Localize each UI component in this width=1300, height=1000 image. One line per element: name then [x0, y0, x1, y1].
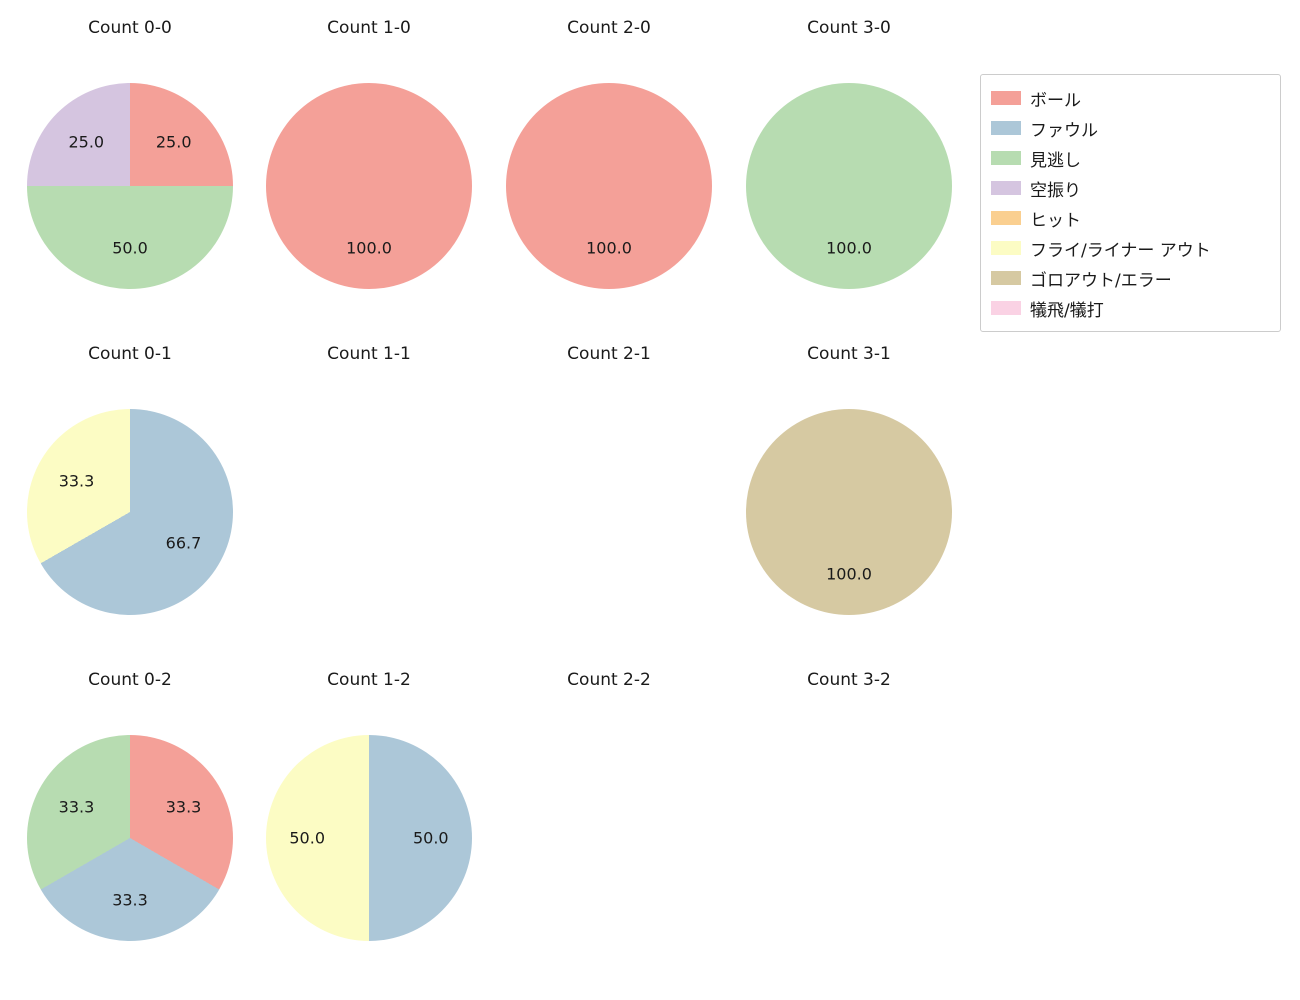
legend-item-groundout-error: ゴロアウト/エラー — [991, 263, 1270, 293]
legend-label-ball: ボール — [1030, 90, 1081, 111]
chart-title-count-3-1: Count 3-1 — [807, 344, 891, 364]
legend-label-called-strike: 見逃し — [1030, 150, 1081, 171]
pie-slice-percent-label: 50.0 — [412, 828, 449, 848]
chart-title-count-1-1: Count 1-1 — [327, 344, 411, 364]
chart-title-count-2-0: Count 2-0 — [567, 18, 651, 38]
legend-item-sacrifice: 犠飛/犠打 — [991, 293, 1270, 323]
pie-slice-percent-label: 66.7 — [165, 533, 202, 553]
chart-cell-count-0-2: Count 0-2 33.3 33.3 33.3 — [10, 668, 250, 941]
legend-item-ball: ボール — [991, 83, 1270, 113]
legend-item-swinging-strike: 空振り — [991, 173, 1270, 203]
pie-chart-count-0-1: 66.7 33.3 — [27, 409, 233, 615]
legend-label-fly-liner-out: フライ/ライナー アウト — [1030, 240, 1211, 261]
legend-swatch-foul — [991, 121, 1021, 135]
pie-chart-count-0-2: 33.3 33.3 33.3 — [27, 735, 233, 941]
chart-title-count-0-1: Count 0-1 — [88, 344, 172, 364]
pie-slice-percent-label: 100.0 — [826, 238, 872, 258]
legend-label-sacrifice: 犠飛/犠打 — [1030, 300, 1104, 321]
legend-item-called-strike: 見逃し — [991, 143, 1270, 173]
pie-chart-count-1-2: 50.0 50.0 — [266, 735, 472, 941]
chart-title-count-1-0: Count 1-0 — [327, 18, 411, 38]
legend-swatch-ball — [991, 91, 1021, 105]
chart-cell-count-0-0: Count 0-0 25.0 50.0 25.0 — [10, 16, 250, 289]
legend-label-hit: ヒット — [1030, 210, 1081, 231]
pie-slice-percent-label: 33.3 — [58, 797, 95, 817]
chart-cell-count-3-2: Count 3-2 — [729, 668, 969, 692]
chart-title-count-0-2: Count 0-2 — [88, 670, 172, 690]
legend-label-foul: ファウル — [1030, 120, 1098, 141]
chart-title-count-2-2: Count 2-2 — [567, 670, 651, 690]
chart-cell-count-1-2: Count 1-2 50.0 50.0 — [249, 668, 489, 941]
pie-slice-percent-label: 100.0 — [586, 238, 632, 258]
pie-slice-percent-label: 33.3 — [58, 471, 95, 491]
chart-cell-count-3-0: Count 3-0 100.0 — [729, 16, 969, 289]
chart-title-count-3-2: Count 3-2 — [807, 670, 891, 690]
legend-item-hit: ヒット — [991, 203, 1270, 233]
legend-label-swinging-strike: 空振り — [1030, 180, 1081, 201]
pie-chart-count-3-0: 100.0 — [746, 83, 952, 289]
legend-swatch-hit — [991, 211, 1021, 225]
pie-chart-count-0-0: 25.0 50.0 25.0 — [27, 83, 233, 289]
chart-cell-count-1-1: Count 1-1 — [249, 342, 489, 366]
chart-cell-count-2-0: Count 2-0 100.0 — [489, 16, 729, 289]
pie-slice-percent-label: 33.3 — [112, 890, 148, 910]
pie-chart-count-3-1: 100.0 — [746, 409, 952, 615]
chart-cell-count-3-1: Count 3-1 100.0 — [729, 342, 969, 615]
chart-cell-count-0-1: Count 0-1 66.7 33.3 — [10, 342, 250, 615]
legend-item-foul: ファウル — [991, 113, 1270, 143]
pie-slice-percent-label: 25.0 — [68, 132, 105, 152]
chart-cell-count-2-2: Count 2-2 — [489, 668, 729, 692]
legend-swatch-fly-liner-out — [991, 241, 1021, 255]
pie-slice-percent-label: 50.0 — [289, 828, 325, 848]
pie-slice-percent-label: 100.0 — [346, 238, 392, 258]
pie-chart-count-1-0: 100.0 — [266, 83, 472, 289]
pie-slice-percent-label: 33.3 — [165, 797, 202, 817]
legend-swatch-groundout-error — [991, 271, 1021, 285]
pie-slice-percent-label: 50.0 — [112, 238, 148, 258]
legend: ボール ファウル 見逃し 空振り ヒット フライ/ライナー アウト ゴロアウト/… — [980, 74, 1281, 332]
chart-title-count-2-1: Count 2-1 — [567, 344, 651, 364]
legend-item-fly-liner-out: フライ/ライナー アウト — [991, 233, 1270, 263]
legend-swatch-swinging-strike — [991, 181, 1021, 195]
legend-label-groundout-error: ゴロアウト/エラー — [1030, 270, 1172, 291]
pie-slice-percent-label: 100.0 — [826, 564, 872, 584]
legend-swatch-sacrifice — [991, 301, 1021, 315]
chart-title-count-3-0: Count 3-0 — [807, 18, 891, 38]
chart-cell-count-1-0: Count 1-0 100.0 — [249, 16, 489, 289]
chart-title-count-0-0: Count 0-0 — [88, 18, 172, 38]
pie-slice-percent-label: 25.0 — [155, 132, 192, 152]
chart-cell-count-2-1: Count 2-1 — [489, 342, 729, 366]
legend-swatch-called-strike — [991, 151, 1021, 165]
pie-chart-count-2-0: 100.0 — [506, 83, 712, 289]
chart-title-count-1-2: Count 1-2 — [327, 670, 411, 690]
